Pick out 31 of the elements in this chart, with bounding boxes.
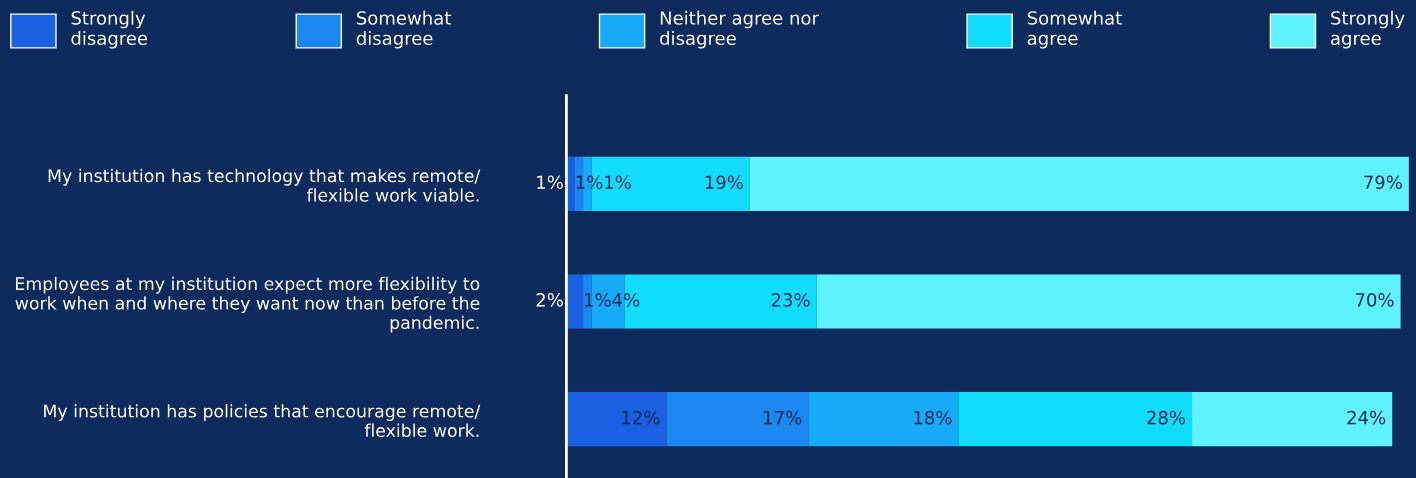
data-label: 12% (622, 410, 660, 425)
data-label: 24% (1347, 410, 1386, 425)
data-label: 1% (537, 175, 563, 190)
bar (808, 392, 959, 447)
legend-label: Neither agree nor disagree (660, 10, 819, 49)
data-label: 23% (771, 293, 810, 307)
legend-label: Strongly disagree (71, 10, 148, 49)
data-label: 4% (612, 293, 640, 307)
y-tick-label: My institution has policies that encourage remote/ flexible work. (44, 404, 481, 438)
legend-label: Somewhat agree (1027, 10, 1122, 49)
bar (749, 156, 1409, 211)
bar (816, 274, 1401, 329)
data-label: 1% (576, 175, 603, 190)
data-label: 28% (1147, 410, 1186, 425)
bar (566, 274, 584, 329)
bar (958, 392, 1193, 447)
data-label: 18% (914, 410, 952, 425)
data-label: 2% (536, 293, 563, 307)
legend-label: Somewhat disagree (356, 10, 451, 49)
bar (666, 392, 809, 447)
y-tick-label: My institution has technology that makes remote/ flexible work viable. (48, 168, 481, 202)
data-label: 79% (1364, 175, 1402, 190)
legend-label: Strongly agree (1331, 10, 1405, 49)
bar (1192, 392, 1393, 447)
data-label: 1% (605, 175, 631, 190)
bar (566, 392, 667, 447)
y-tick-label: Employees at my institution expect more flexibility to work when and where they want now than before the pandemic. (15, 276, 480, 333)
data-label: 70% (1355, 293, 1394, 307)
data-label: 1% (585, 293, 611, 307)
data-label: 17% (764, 410, 802, 425)
data-label: 19% (705, 175, 743, 190)
